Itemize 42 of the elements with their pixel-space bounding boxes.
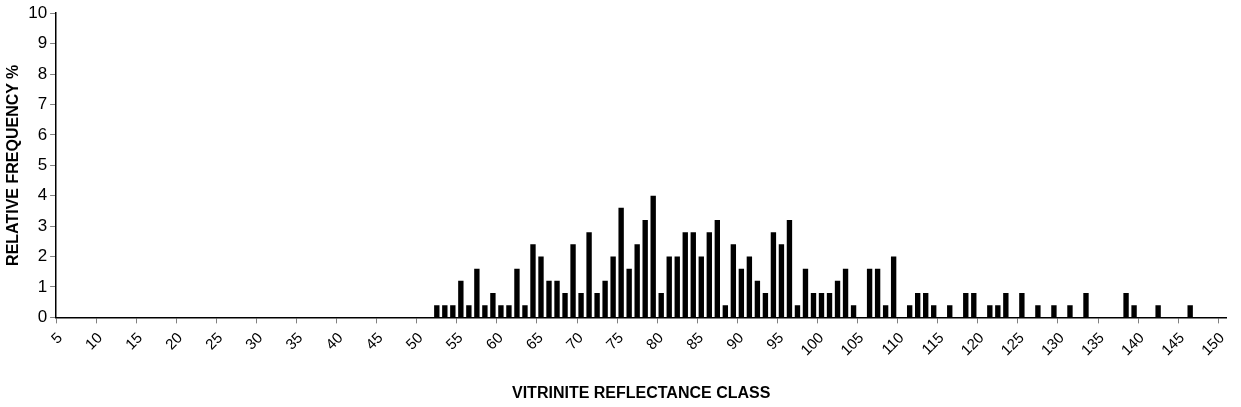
x-tick-label: 20 — [161, 328, 186, 353]
x-tick-label: 125 — [997, 328, 1027, 359]
x-tick-label: 55 — [442, 328, 466, 353]
y-axis-title: RELATIVE FREQUENCY % — [4, 64, 22, 266]
x-tick-label: 85 — [682, 328, 707, 353]
y-tick-label: 7 — [37, 94, 48, 114]
x-tick-label: 10 — [81, 328, 106, 353]
y-tick-label: 3 — [37, 215, 48, 235]
x-tick-label: 90 — [722, 328, 747, 353]
x-tick-label: 120 — [957, 328, 987, 359]
x-tick-label: 140 — [1117, 328, 1148, 359]
x-tick-label: 40 — [321, 328, 346, 353]
x-axis-title: VITRINITE REFLECTANCE CLASS — [511, 383, 771, 401]
x-tick-label: 60 — [482, 328, 506, 353]
y-tick-label: 10 — [28, 2, 48, 22]
y-tick-label: 0 — [37, 307, 48, 327]
x-tick-label: 95 — [762, 328, 787, 353]
x-tick-label: 105 — [836, 328, 867, 359]
y-tick-label: 6 — [37, 124, 48, 144]
x-tick-label: 80 — [642, 328, 667, 353]
x-tick-label: 25 — [201, 328, 226, 353]
x-tick-label: 50 — [402, 328, 426, 353]
x-tick-label: 150 — [1197, 328, 1228, 359]
x-tick-label: 75 — [602, 328, 627, 353]
x-tick-label: 30 — [241, 328, 266, 353]
y-tick-label: 9 — [37, 33, 48, 53]
x-tick-label: 130 — [1037, 328, 1067, 359]
y-tick-label: 8 — [37, 63, 48, 83]
x-tick-label: 110 — [877, 328, 907, 358]
x-tick-label: 15 — [121, 328, 146, 353]
x-tick-label: 145 — [1157, 328, 1188, 359]
x-tick-label: 135 — [1077, 328, 1108, 359]
y-tick-label: 1 — [37, 276, 48, 296]
x-tick-label: 35 — [281, 328, 306, 353]
y-tick-label: 4 — [37, 185, 48, 205]
y-tick-label: 5 — [37, 154, 48, 174]
x-tick-label: 70 — [562, 328, 587, 353]
x-tick-label: 115 — [917, 328, 947, 358]
x-tick-label: 45 — [361, 328, 386, 353]
y-tick-label: 2 — [37, 246, 48, 266]
x-tick-label: 100 — [796, 328, 827, 359]
x-tick-label: 65 — [522, 328, 547, 353]
